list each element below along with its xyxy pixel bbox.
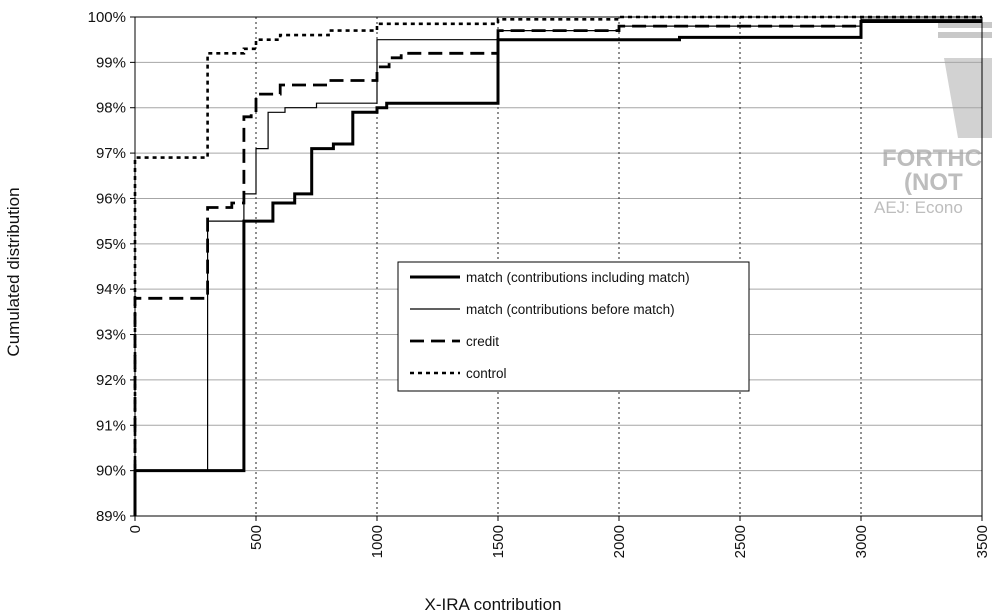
y-axis-title: Cumulated distribution <box>4 187 23 356</box>
x-tick-label: 1000 <box>369 525 386 558</box>
watermark-bar <box>938 22 992 28</box>
tick-labels: 89% 90% 91% 92% 93% 94% 95% 96% 97% 98% 99% 100% 0 50… <box>88 9 991 558</box>
y-tick-label: 99% <box>96 54 126 71</box>
y-tick-label: 98% <box>96 100 126 117</box>
legend-label: match (contributions before match) <box>466 302 675 317</box>
series-line <box>134 18 982 516</box>
y-tick-label: 90% <box>96 463 126 480</box>
series-layer <box>133 15 982 516</box>
watermark-text: AEJ: Econo <box>874 198 963 217</box>
y-tick-label: 93% <box>96 327 126 344</box>
y-tick-label: 96% <box>96 190 126 207</box>
x-tick-label: 0 <box>127 525 144 533</box>
y-tick-label: 91% <box>96 417 126 434</box>
legend-box <box>397 261 750 392</box>
x-tick-label: 1500 <box>490 525 507 558</box>
watermark: FORTHC (NOT AEJ: Econo <box>874 22 992 217</box>
x-axis-title: X-IRA contribution <box>424 595 561 612</box>
y-tick-label: 89% <box>96 508 126 525</box>
y-tick-label: 95% <box>96 236 126 253</box>
axes <box>130 16 983 521</box>
legend: match (contributions including match) mat… <box>397 261 750 392</box>
watermark-text: FORTHC <box>882 145 982 172</box>
series-line <box>133 20 982 516</box>
legend-label: match (contributions including match) <box>466 270 690 285</box>
x-tick-label: 500 <box>248 525 265 550</box>
watermark-text: (NOT <box>904 169 963 196</box>
series-line <box>133 15 982 516</box>
x-tick-label: 2000 <box>611 525 628 558</box>
grid <box>135 16 983 517</box>
y-tick-label: 94% <box>96 281 126 298</box>
y-tick-label: 92% <box>96 372 126 389</box>
x-tick-label: 3000 <box>853 525 870 558</box>
y-tick-label: 100% <box>88 9 126 26</box>
y-tick-label: 97% <box>96 145 126 162</box>
legend-label: credit <box>466 334 499 349</box>
watermark-emblem <box>944 58 992 138</box>
legend-label: control <box>466 366 507 381</box>
x-tick-label: 3500 <box>974 525 991 558</box>
watermark-bar <box>938 32 992 38</box>
x-tick-label: 2500 <box>732 525 749 558</box>
